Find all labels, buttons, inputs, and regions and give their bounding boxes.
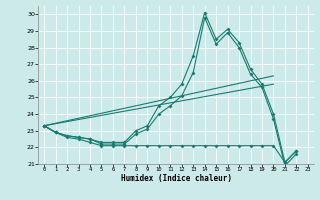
X-axis label: Humidex (Indice chaleur): Humidex (Indice chaleur) (121, 174, 231, 183)
